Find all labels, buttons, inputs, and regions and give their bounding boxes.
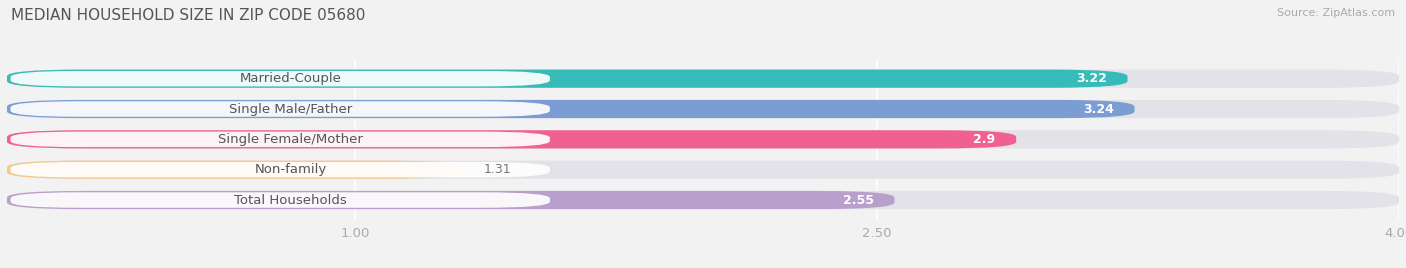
Text: Single Female/Mother: Single Female/Mother <box>218 133 363 146</box>
FancyBboxPatch shape <box>10 162 550 177</box>
Text: 1.31: 1.31 <box>484 163 512 176</box>
FancyBboxPatch shape <box>7 161 463 179</box>
FancyBboxPatch shape <box>7 100 1399 118</box>
FancyBboxPatch shape <box>7 70 1128 88</box>
FancyBboxPatch shape <box>10 71 550 86</box>
Text: Married-Couple: Married-Couple <box>239 72 342 85</box>
FancyBboxPatch shape <box>10 192 550 208</box>
Text: MEDIAN HOUSEHOLD SIZE IN ZIP CODE 05680: MEDIAN HOUSEHOLD SIZE IN ZIP CODE 05680 <box>11 8 366 23</box>
FancyBboxPatch shape <box>7 100 1135 118</box>
FancyBboxPatch shape <box>7 130 1399 148</box>
FancyBboxPatch shape <box>7 191 894 209</box>
Text: 2.55: 2.55 <box>842 193 873 207</box>
FancyBboxPatch shape <box>7 191 1399 209</box>
Text: Single Male/Father: Single Male/Father <box>229 103 353 116</box>
FancyBboxPatch shape <box>10 101 550 117</box>
Text: 3.24: 3.24 <box>1083 103 1114 116</box>
FancyBboxPatch shape <box>10 132 550 147</box>
Text: 2.9: 2.9 <box>973 133 995 146</box>
FancyBboxPatch shape <box>7 161 1399 179</box>
FancyBboxPatch shape <box>7 70 1399 88</box>
Text: Source: ZipAtlas.com: Source: ZipAtlas.com <box>1277 8 1395 18</box>
Text: Non-family: Non-family <box>254 163 326 176</box>
Text: 3.22: 3.22 <box>1076 72 1107 85</box>
FancyBboxPatch shape <box>7 130 1017 148</box>
Text: Total Households: Total Households <box>235 193 347 207</box>
